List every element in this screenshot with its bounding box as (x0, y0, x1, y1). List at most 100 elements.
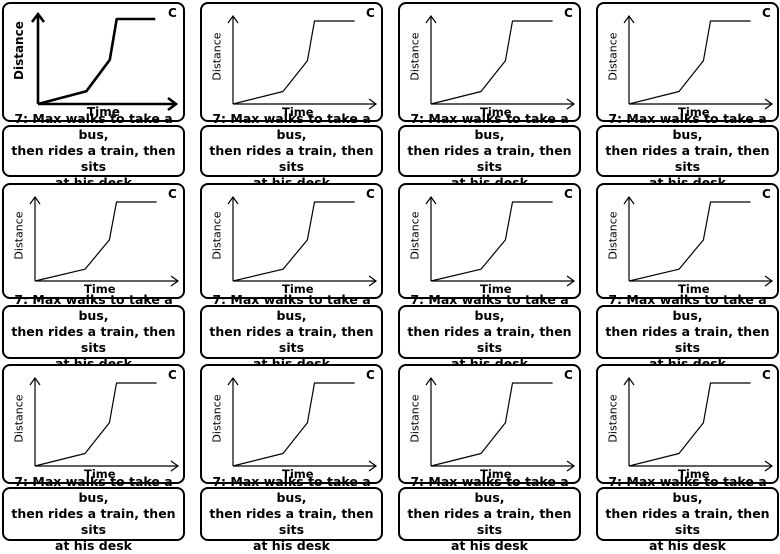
graph-box: C Time Distance (596, 364, 779, 484)
caption-line: 7: Max walks to take a bus, (14, 474, 173, 505)
y-axis-label: Distance (210, 394, 224, 443)
distance-time-graph (623, 376, 774, 472)
caption-line: then rides a train, then sits (209, 324, 374, 355)
corner-label: C (762, 187, 771, 201)
distance-time-graph (425, 195, 576, 287)
graph-card: C Time Distance 7: Max walks to take a bus,… (2, 364, 185, 553)
graph-card: C Time Distance 7: Max walks to take a bus,… (398, 364, 581, 553)
corner-label: C (564, 187, 573, 201)
caption-line: then rides a train, then sits (11, 143, 176, 174)
distance-time-graph (425, 14, 576, 110)
caption-box: 7: Max walks to take a bus, then rides a … (2, 111, 185, 190)
y-axis-label: Distance (408, 394, 422, 443)
caption-line: 7: Max walks to take a bus, (410, 111, 569, 142)
graph-box: C Time Distance (2, 364, 185, 484)
x-axis-arrowhead (764, 275, 774, 287)
graph-box: C Time Distance (200, 364, 383, 484)
caption-line: 7: Max walks to take a bus, (212, 474, 371, 505)
graph-card: C Time Distance 7: Max walks to take a bus,… (200, 2, 383, 190)
caption-line: then rides a train, then sits (407, 324, 572, 355)
graph-box: C Time Distance (596, 183, 779, 299)
x-axis-label: Time (480, 282, 512, 296)
x-axis-label: Time (282, 105, 314, 119)
distance-time-graph (227, 376, 378, 472)
x-axis-arrowhead (566, 275, 576, 287)
y-axis-arrowhead (623, 14, 635, 24)
x-axis-arrowhead (170, 275, 180, 287)
caption-line: 7: Max walks to take a bus, (14, 292, 173, 323)
caption-line: then rides a train, then sits (11, 324, 176, 355)
corner-label: C (564, 368, 573, 382)
caption-line: 7: Max walks to take a bus, (608, 111, 767, 142)
y-axis-arrowhead (30, 11, 46, 23)
y-axis-label: Distance (12, 211, 26, 260)
caption-text: 7: Max walks to take a bus, then rides a … (206, 474, 377, 554)
caption-line: 7: Max walks to take a bus, (410, 474, 569, 505)
corner-label: C (168, 6, 177, 20)
y-axis-label: Distance (210, 211, 224, 260)
caption-line: 7: Max walks to take a bus, (410, 292, 569, 323)
x-axis-label: Time (282, 282, 314, 296)
distance-time-line (232, 382, 355, 467)
caption-box: 7: Max walks to take a bus, then rides a … (2, 474, 185, 553)
caption-text: 7: Max walks to take a bus, then rides a … (602, 474, 773, 554)
caption-line: then rides a train, then sits (407, 143, 572, 174)
y-axis-arrowhead (425, 195, 437, 205)
caption-line: then rides a train, then sits (605, 143, 770, 174)
graph-card: C Time Distance 7: Max walks to take a bus,… (596, 364, 779, 553)
distance-time-line (430, 201, 553, 282)
corner-label: C (366, 6, 375, 20)
distance-time-line (628, 382, 751, 467)
y-axis-arrowhead (227, 376, 239, 386)
distance-time-line (37, 17, 156, 106)
graph-box: C Time Distance (398, 2, 581, 122)
y-axis-arrowhead (227, 14, 239, 24)
caption-text: 7: Max walks to take a bus, then rides a … (8, 111, 179, 191)
graph-box: C Time Distance (398, 183, 581, 299)
y-axis-arrowhead (623, 195, 635, 205)
caption-line: at his desk (649, 538, 726, 553)
distance-time-line (628, 20, 751, 105)
y-axis-label: Distance (606, 211, 620, 260)
x-axis-label: Time (678, 105, 710, 119)
caption-line: 7: Max walks to take a bus, (212, 111, 371, 142)
caption-line: then rides a train, then sits (407, 506, 572, 537)
distance-time-line (628, 201, 751, 282)
graph-box: C Time Distance (200, 183, 383, 299)
caption-line: 7: Max walks to take a bus, (608, 474, 767, 505)
corner-label: C (564, 6, 573, 20)
corner-label: C (168, 187, 177, 201)
graph-box: C Time Distance (2, 183, 185, 299)
distance-time-graph (227, 195, 378, 287)
y-axis-arrowhead (29, 376, 41, 386)
x-axis-arrowhead (368, 275, 378, 287)
caption-line: then rides a train, then sits (605, 506, 770, 537)
distance-time-line (232, 20, 355, 105)
caption-box: 7: Max walks to take a bus, then rides a … (200, 292, 383, 371)
x-axis-label: Time (84, 282, 116, 296)
caption-box: 7: Max walks to take a bus, then rides a … (596, 474, 779, 553)
caption-box: 7: Max walks to take a bus, then rides a … (200, 474, 383, 553)
x-axis-arrowhead (167, 96, 179, 112)
x-axis-label: Time (87, 105, 120, 119)
y-axis-arrowhead (425, 14, 437, 24)
x-axis-arrowhead (566, 98, 576, 110)
caption-line: 7: Max walks to take a bus, (14, 111, 173, 142)
distance-time-line (34, 382, 157, 467)
caption-text: 7: Max walks to take a bus, then rides a … (404, 474, 575, 554)
caption-box: 7: Max walks to take a bus, then rides a … (398, 292, 581, 371)
distance-time-graph (29, 195, 180, 287)
caption-text: 7: Max walks to take a bus, then rides a … (404, 292, 575, 372)
x-axis-label: Time (84, 467, 116, 481)
y-axis-label: Distance (606, 32, 620, 81)
y-axis-label: Distance (408, 32, 422, 81)
corner-label: C (366, 187, 375, 201)
graph-card: C Time Distance 7: Max walks to take a bus,… (200, 183, 383, 371)
caption-line: 7: Max walks to take a bus, (608, 292, 767, 323)
caption-text: 7: Max walks to take a bus, then rides a … (404, 111, 575, 191)
y-axis-arrowhead (29, 195, 41, 205)
caption-line: then rides a train, then sits (11, 506, 176, 537)
x-axis-arrowhead (566, 460, 576, 472)
corner-label: C (366, 368, 375, 382)
